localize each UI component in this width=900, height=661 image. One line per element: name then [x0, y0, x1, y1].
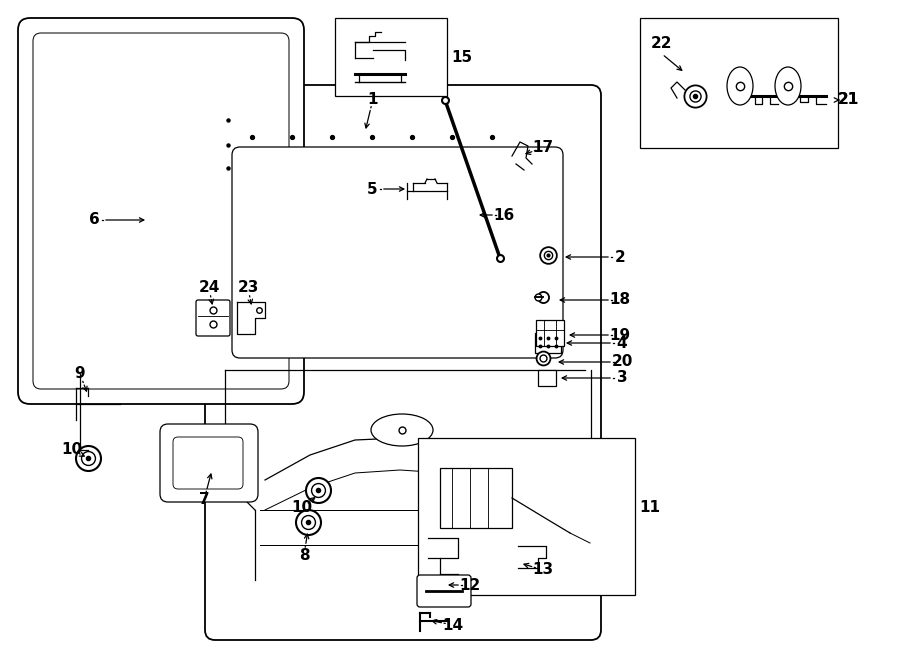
- Text: 12: 12: [459, 578, 481, 592]
- FancyBboxPatch shape: [33, 33, 289, 389]
- Bar: [335, 18, 447, 96]
- Ellipse shape: [727, 67, 753, 105]
- Text: 11: 11: [640, 500, 661, 516]
- Text: 2: 2: [615, 249, 626, 264]
- Text: 21: 21: [837, 93, 859, 108]
- FancyBboxPatch shape: [18, 18, 304, 404]
- FancyBboxPatch shape: [205, 85, 601, 640]
- Text: 20: 20: [611, 354, 633, 369]
- Text: 6: 6: [88, 212, 99, 227]
- Ellipse shape: [371, 414, 433, 446]
- Text: 7: 7: [199, 492, 210, 508]
- Text: 4: 4: [616, 336, 627, 350]
- Text: 19: 19: [609, 327, 631, 342]
- Text: 16: 16: [493, 208, 515, 223]
- Text: 5: 5: [366, 182, 377, 196]
- Text: 22: 22: [652, 36, 673, 52]
- Bar: [440, 468, 512, 528]
- Ellipse shape: [775, 67, 801, 105]
- FancyBboxPatch shape: [173, 437, 243, 489]
- Text: 23: 23: [238, 280, 258, 295]
- Bar: [640, 18, 838, 148]
- Text: 14: 14: [443, 617, 464, 633]
- Text: 10: 10: [61, 442, 83, 457]
- FancyBboxPatch shape: [196, 300, 230, 336]
- Text: 8: 8: [299, 547, 310, 563]
- Text: 18: 18: [609, 293, 631, 307]
- FancyBboxPatch shape: [417, 575, 471, 607]
- Text: 1: 1: [368, 91, 378, 106]
- Text: 10: 10: [292, 500, 312, 516]
- Bar: [536, 320, 564, 346]
- Text: 15: 15: [452, 50, 472, 65]
- Text: 17: 17: [533, 141, 554, 155]
- FancyBboxPatch shape: [232, 147, 563, 358]
- Text: 9: 9: [75, 366, 86, 381]
- Text: 13: 13: [533, 563, 554, 578]
- Bar: [535, 333, 561, 353]
- FancyBboxPatch shape: [160, 424, 258, 502]
- Bar: [418, 438, 635, 595]
- Text: 21: 21: [837, 93, 859, 108]
- Text: 3: 3: [616, 371, 627, 385]
- Text: 24: 24: [198, 280, 220, 295]
- Bar: [538, 370, 556, 386]
